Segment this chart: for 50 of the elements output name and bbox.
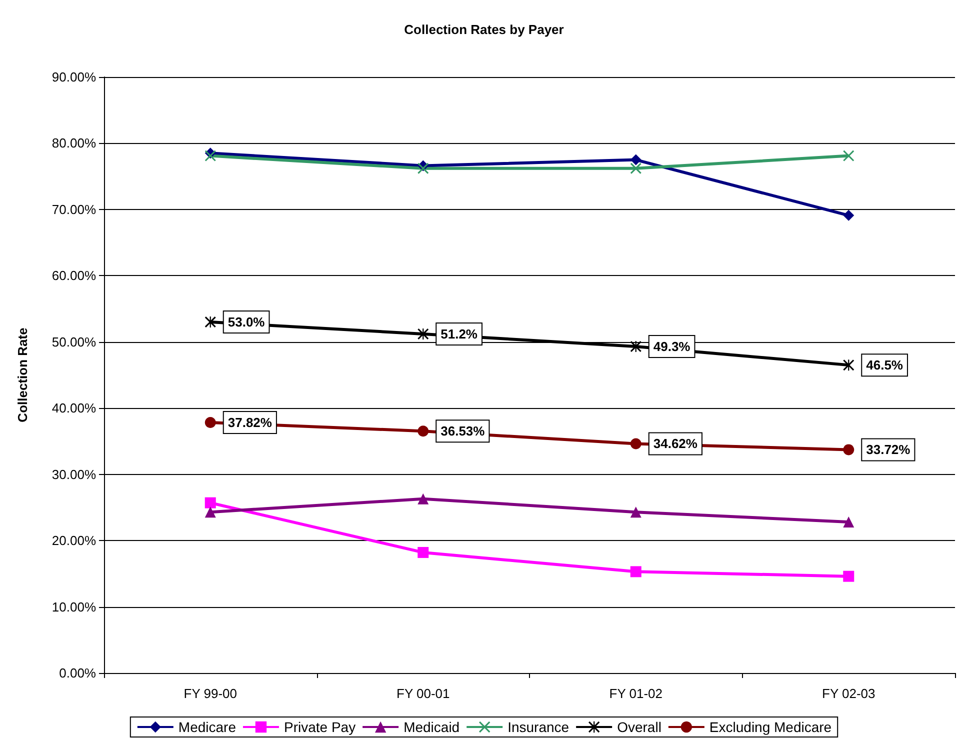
- point: [630, 162, 642, 174]
- x-tick-label: FY 01-02: [609, 686, 662, 701]
- point: [843, 570, 854, 582]
- legend-label: Excluding Medicare: [709, 719, 832, 735]
- y-tick-label: 30.00%: [52, 466, 96, 482]
- point: [418, 426, 429, 437]
- y-tick-label: 10.00%: [52, 599, 96, 614]
- point: [843, 150, 854, 162]
- point: [204, 497, 216, 508]
- y-axis-title: Collection Rate: [15, 328, 30, 422]
- point: [630, 438, 642, 450]
- data-label: 37.82%: [228, 415, 272, 430]
- point: [418, 328, 429, 340]
- point: [204, 417, 216, 428]
- y-tick-label: 90.00%: [52, 70, 96, 84]
- data-label: 49.3%: [653, 339, 691, 354]
- legend-label: Insurance: [508, 719, 570, 735]
- data-label: 33.72%: [866, 442, 911, 458]
- legend-label: Private Pay: [284, 719, 356, 735]
- point: [204, 506, 216, 518]
- legend-label: Medicaid: [404, 719, 460, 735]
- point: [843, 210, 854, 221]
- point: [630, 154, 642, 166]
- legend-label: Medicare: [178, 719, 236, 735]
- point: [418, 162, 429, 174]
- point: [630, 506, 642, 518]
- y-tick-label: 40.00%: [52, 400, 96, 416]
- y-tick-label: 0.00%: [59, 666, 96, 680]
- y-tick-label: 50.00%: [52, 334, 96, 350]
- data-label: 53.0%: [228, 314, 266, 330]
- point: [843, 360, 854, 371]
- data-label: 46.5%: [866, 358, 904, 373]
- y-tick-label: 70.00%: [52, 202, 96, 217]
- data-label: 34.62%: [653, 436, 698, 452]
- point: [843, 444, 854, 456]
- data-label: 51.2%: [440, 326, 478, 342]
- x-tick-label: FY 99-00: [184, 686, 237, 701]
- legend-label: Overall: [617, 719, 662, 735]
- data-label: 36.53%: [440, 424, 486, 439]
- y-tick-label: 80.00%: [52, 136, 96, 151]
- point: [204, 150, 216, 162]
- x-tick-label: FY 02-03: [822, 686, 876, 701]
- point: [418, 546, 429, 558]
- point: [843, 516, 854, 528]
- x-tick-label: FY 00-01: [396, 686, 450, 701]
- chart-title: Collection Rates by Payer: [404, 22, 564, 37]
- y-tick-label: 20.00%: [52, 533, 96, 548]
- point: [630, 566, 642, 578]
- y-tick-label: 60.00%: [52, 268, 96, 284]
- point: [418, 493, 429, 504]
